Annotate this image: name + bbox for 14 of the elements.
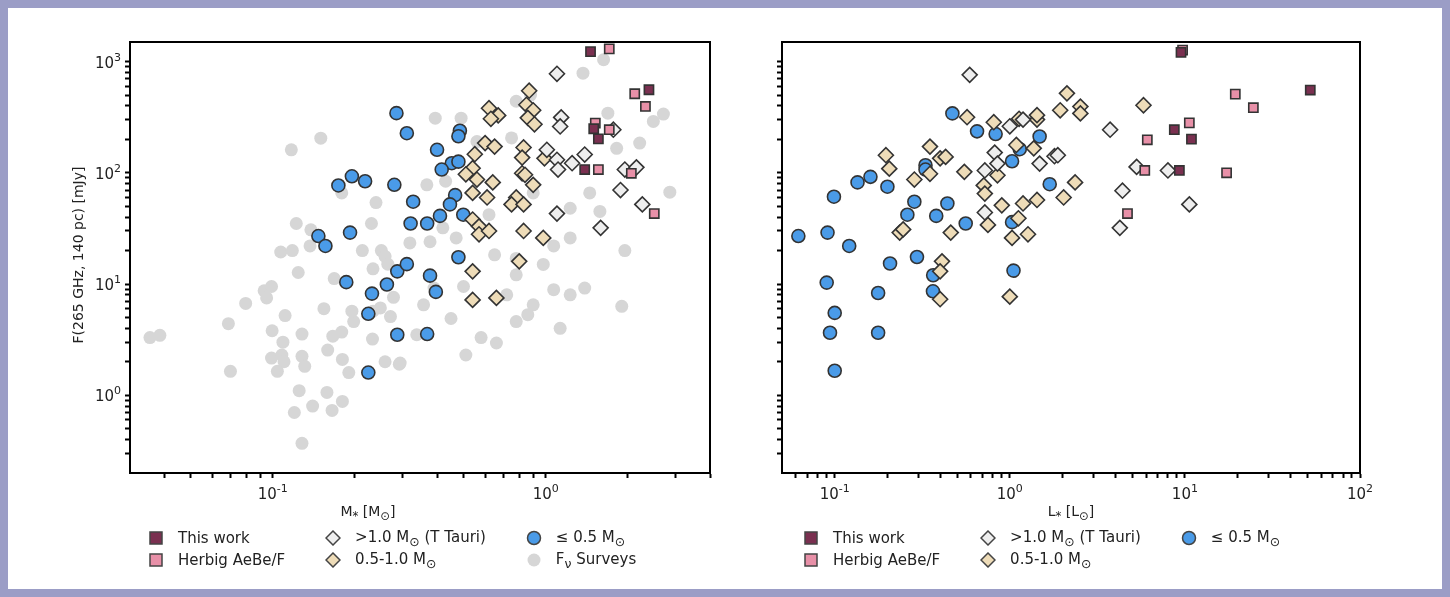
legend-label: This work xyxy=(178,529,250,547)
legend-label: >1.0 M$_{⊙}$ (T Tauri) xyxy=(1010,527,1141,549)
legend-label: >1.0 M$_{⊙}$ (T Tauri) xyxy=(355,527,486,549)
y-axis-title: F(265 GHz, 140 pc) [mJy] xyxy=(70,166,86,344)
legend-label: F$_{ν}$ Surveys xyxy=(555,549,637,571)
legend-label: 0.5-1.0 M$_{⊙}$ xyxy=(1010,549,1092,571)
x-axis-title: L$_{*}$ [L$_{⊙}$] xyxy=(1047,503,1095,523)
legend-label: 0.5-1.0 M$_{⊙}$ xyxy=(355,549,437,571)
legend-label: ≤ 0.5 M$_{⊙}$ xyxy=(555,527,626,549)
x-axis-title: M$_{*}$ [M$_{⊙}$] xyxy=(340,503,396,523)
legend-label: Herbig AeBe/F xyxy=(178,551,286,569)
legend-label: ≤ 0.5 M$_{⊙}$ xyxy=(1210,527,1281,549)
legend-label: Herbig AeBe/F xyxy=(833,551,941,569)
legend-label: This work xyxy=(833,529,905,547)
